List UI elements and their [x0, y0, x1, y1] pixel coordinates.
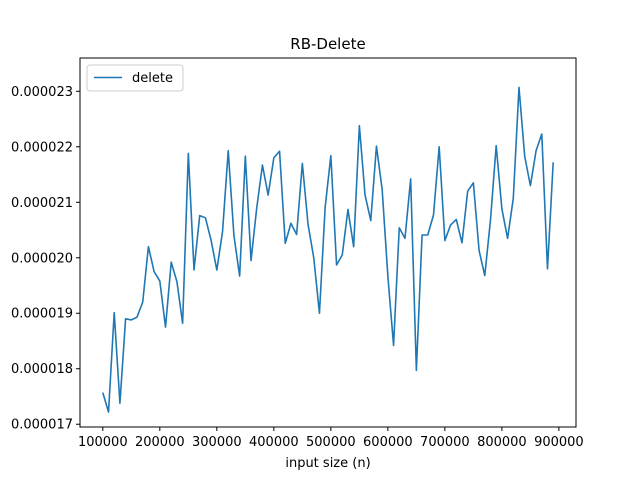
- y-tick-label: 0.000017: [11, 418, 73, 433]
- chart-title: RB-Delete: [290, 35, 365, 53]
- x-tick-label: 400000: [249, 435, 299, 450]
- series-line-delete: [102, 86, 554, 413]
- legend-box: [86, 64, 184, 92]
- series-layer: [102, 86, 554, 413]
- plot-frame: [79, 57, 577, 428]
- x-tick-label: 800000: [477, 435, 527, 450]
- y-tick-label: 0.000019: [11, 307, 73, 322]
- y-axis: 0.000017 0.000018 0.000019 0.000020 0.000021…: [11, 85, 80, 433]
- x-tick-label: 100000: [78, 435, 128, 450]
- y-tick-label: 0.000018: [11, 362, 73, 377]
- x-tick-label: 700000: [420, 435, 470, 450]
- y-tick-label: 0.000023: [11, 85, 73, 100]
- x-axis: 100000 200000 300000 400000 500000 600000 7000…: [78, 427, 584, 450]
- legend-entry-label: delete: [132, 71, 173, 86]
- y-tick-label: 0.000021: [11, 196, 73, 211]
- x-tick-label: 900000: [534, 435, 584, 450]
- x-tick-label: 300000: [192, 435, 242, 450]
- y-tick-label: 0.000022: [11, 140, 73, 155]
- x-tick-label: 500000: [306, 435, 356, 450]
- y-tick-label: 0.000020: [11, 251, 73, 266]
- legend: delete: [86, 64, 184, 92]
- x-tick-label: 200000: [135, 435, 185, 450]
- x-tick-label: 600000: [363, 435, 413, 450]
- x-axis-title: input size (n): [285, 456, 370, 471]
